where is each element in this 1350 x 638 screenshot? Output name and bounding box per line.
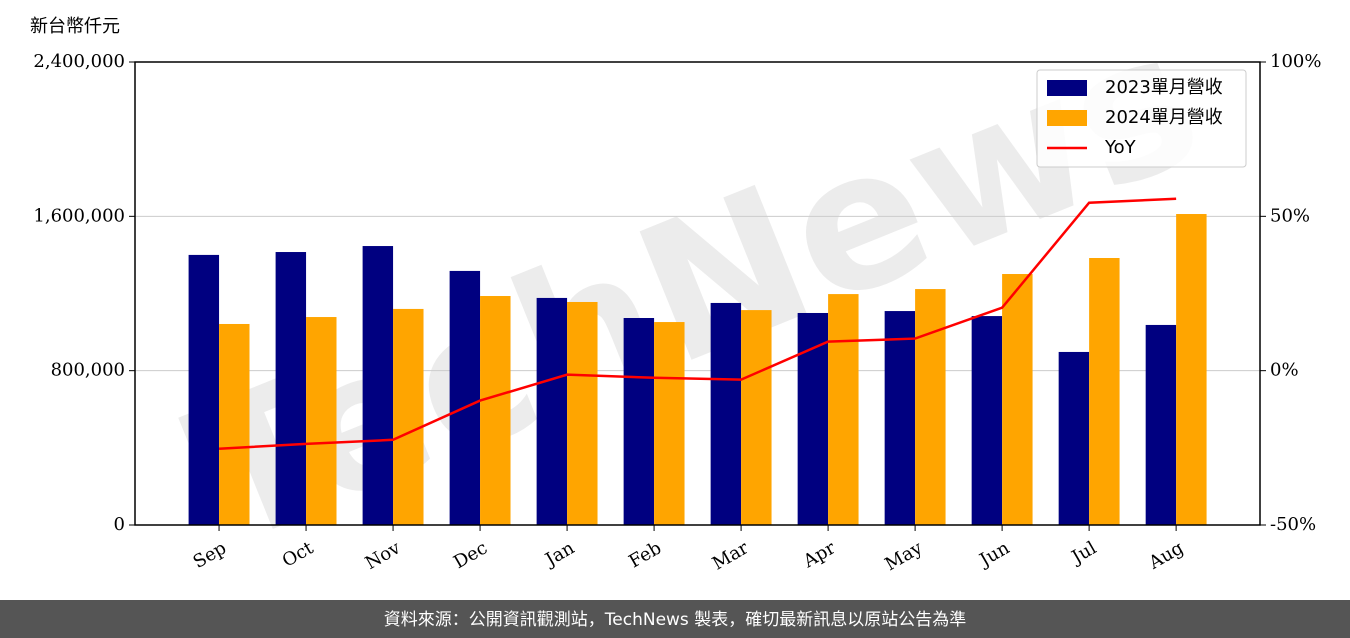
y-tick-label: 0 <box>114 514 125 535</box>
x-tick-label: Apr <box>799 537 839 572</box>
x-tick-label: Aug <box>1144 537 1187 574</box>
y2-tick-label: -50% <box>1270 514 1316 535</box>
bar <box>1089 258 1120 525</box>
bar <box>654 322 685 525</box>
legend-swatch <box>1047 110 1087 126</box>
y-tick-label: 1,600,000 <box>33 205 125 226</box>
bar <box>362 246 394 526</box>
footer-text: 資料來源：公開資訊觀測站，TechNews 製表，確切最新訊息以原站公告為準 <box>384 610 966 630</box>
bar <box>1002 274 1033 525</box>
bar <box>915 289 946 525</box>
x-tick-label: Feb <box>625 537 665 572</box>
x-tick-label: May <box>882 537 927 575</box>
bar <box>623 318 655 525</box>
y-tick-label: 2,400,000 <box>33 51 125 72</box>
legend-label: YoY <box>1104 137 1137 158</box>
bar <box>393 308 424 525</box>
y-axis-label: 新台幣仟元 <box>30 16 120 37</box>
bar <box>1176 214 1207 526</box>
x-tick-label: Jun <box>975 537 1014 572</box>
bar <box>275 252 307 525</box>
x-tick-label: Jul <box>1067 537 1101 569</box>
bar <box>480 296 511 525</box>
bar <box>884 311 916 525</box>
legend-label: 2023單月營收 <box>1105 77 1223 98</box>
legend-label: 2024單月營收 <box>1105 107 1223 128</box>
bar <box>449 270 481 525</box>
bar <box>1058 351 1090 525</box>
bar <box>567 301 598 525</box>
legend-swatch <box>1047 80 1087 96</box>
bar <box>741 310 772 525</box>
bar <box>971 316 1003 525</box>
y2-tick-label: 0% <box>1270 360 1299 381</box>
footer-bar <box>0 600 1350 638</box>
bar <box>536 297 568 525</box>
legend-box <box>1036 69 1247 168</box>
y2-tick-label: 100% <box>1270 51 1321 72</box>
bar <box>710 302 742 525</box>
x-tick-label: Dec <box>450 537 491 573</box>
bar <box>306 317 337 525</box>
bar <box>188 254 220 525</box>
x-tick-label: Sep <box>190 537 230 572</box>
y-tick-label: 800,000 <box>51 360 125 381</box>
bar <box>828 294 859 525</box>
line <box>218 197 1177 451</box>
x-tick-label: Nov <box>362 537 405 574</box>
bar <box>219 323 250 525</box>
y2-tick-label: 50% <box>1270 205 1310 226</box>
plot-frame <box>134 61 1261 526</box>
x-tick-label: Mar <box>709 537 753 574</box>
x-tick-label: Jan <box>540 537 578 571</box>
bar <box>1145 324 1177 525</box>
